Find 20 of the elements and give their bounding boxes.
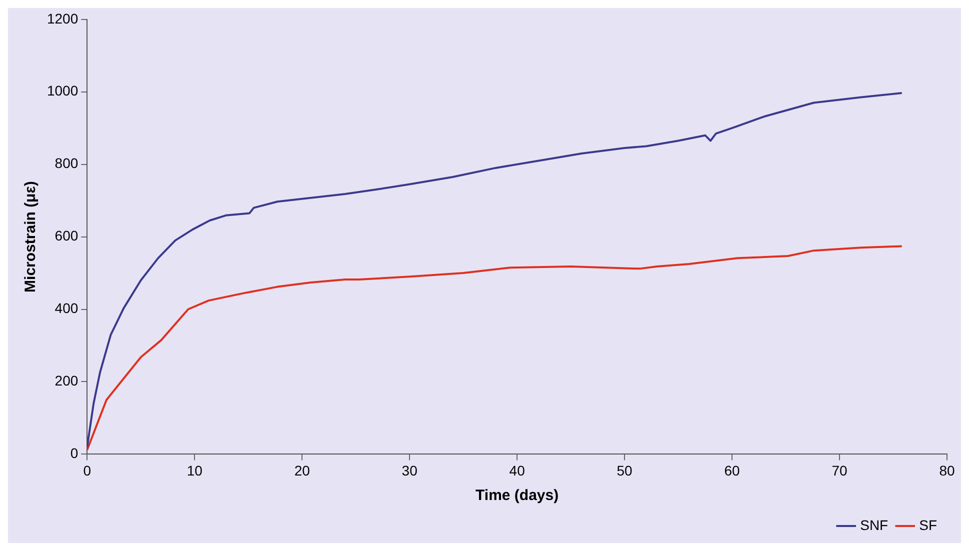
x-tick-label: 20 (294, 462, 310, 478)
y-tick-label: 200 (54, 372, 78, 389)
x-tick-label: 50 (616, 462, 633, 478)
x-tick-label: 60 (724, 462, 740, 478)
x-tick-label: 0 (83, 462, 92, 478)
x-tick-label: 10 (186, 462, 203, 478)
x-axis-title: Time (days) (476, 487, 559, 504)
x-tick-label: 30 (402, 462, 418, 478)
legend-label: SNF (860, 516, 888, 533)
y-tick-label: 800 (54, 155, 78, 172)
x-tick-label: 70 (832, 462, 848, 478)
x-tick-label: 40 (509, 462, 526, 478)
y-tick-label: 0 (70, 445, 78, 462)
y-tick-label: 1000 (46, 82, 78, 99)
x-tick-label: 80 (939, 462, 955, 478)
legend-label: SF (919, 516, 937, 533)
y-axis-title: Microstrain (με) (22, 181, 40, 292)
y-tick-label: 1200 (46, 10, 78, 26)
y-tick-label: 600 (54, 228, 78, 244)
y-tick-label: 400 (54, 300, 78, 316)
